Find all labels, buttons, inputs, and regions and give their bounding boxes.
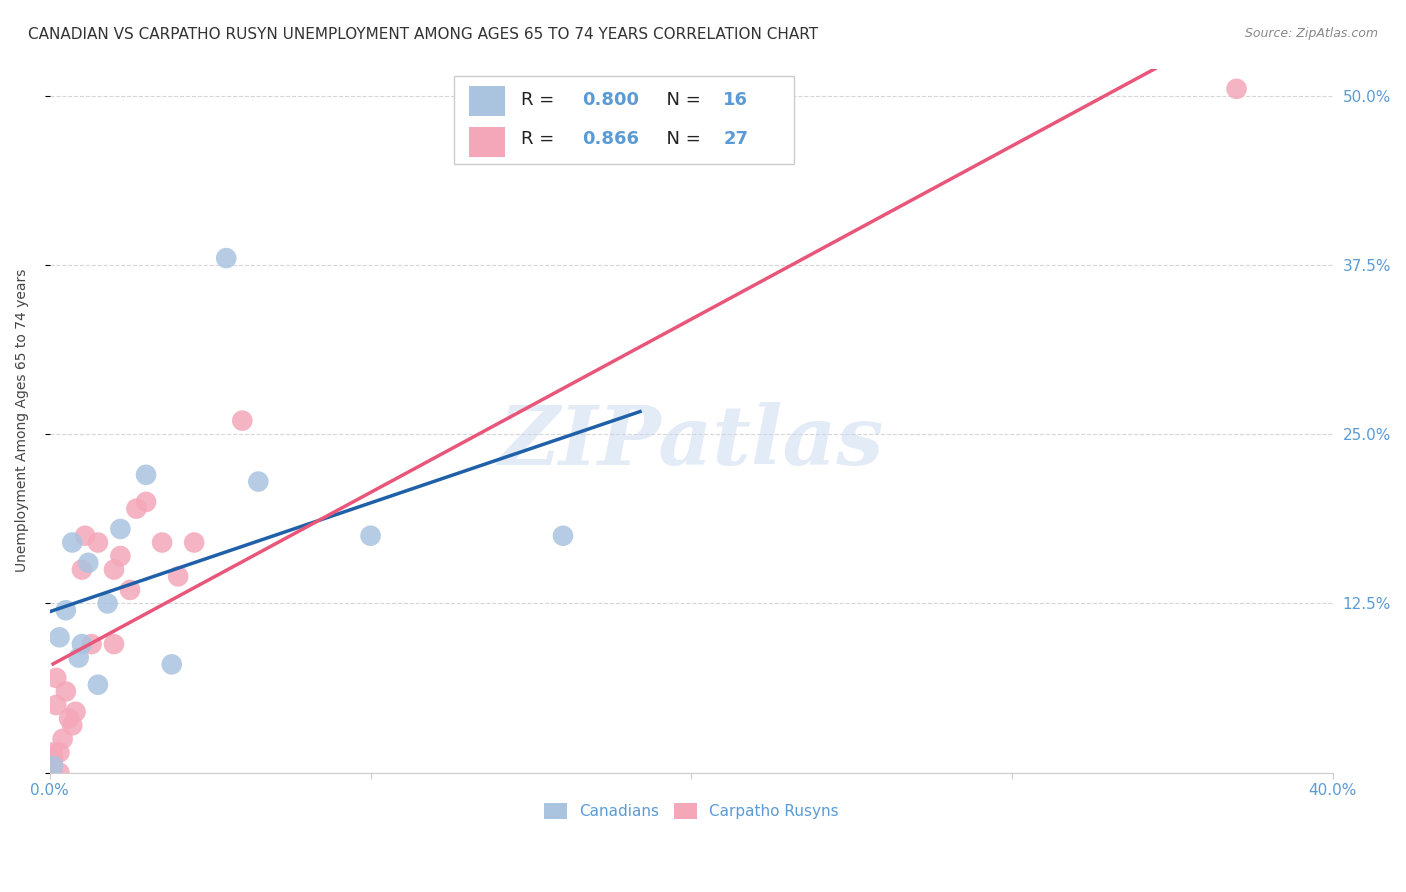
Point — [551, 529, 574, 543]
Point — [60, 718, 83, 732]
Point — [42, 746, 65, 760]
Point — [42, 752, 65, 766]
Point — [60, 535, 83, 549]
Point — [77, 556, 100, 570]
Bar — [470, 127, 505, 157]
Point — [103, 563, 125, 577]
Text: ZIPatlas: ZIPatlas — [499, 401, 884, 482]
Point — [87, 535, 110, 549]
Point — [183, 535, 205, 549]
Point — [125, 501, 148, 516]
Point — [135, 467, 157, 482]
Point — [135, 495, 157, 509]
Text: 27: 27 — [723, 130, 748, 148]
Point — [70, 637, 93, 651]
Point — [52, 731, 75, 746]
Point — [70, 563, 93, 577]
Point — [55, 684, 77, 698]
FancyBboxPatch shape — [454, 76, 794, 163]
Text: R =: R = — [520, 91, 560, 109]
Point — [45, 698, 67, 712]
Legend: Canadians, Carpatho Rusyns: Canadians, Carpatho Rusyns — [537, 797, 845, 825]
Point — [45, 671, 67, 685]
Point — [48, 630, 70, 644]
Text: N =: N = — [655, 91, 707, 109]
Point — [110, 549, 132, 563]
Point — [48, 746, 70, 760]
Point — [215, 251, 238, 265]
Point — [65, 705, 87, 719]
Text: Source: ZipAtlas.com: Source: ZipAtlas.com — [1244, 27, 1378, 40]
Point — [167, 569, 190, 583]
Point — [80, 637, 103, 651]
Text: N =: N = — [655, 130, 707, 148]
Point — [42, 765, 65, 780]
Point — [118, 582, 141, 597]
Point — [103, 637, 125, 651]
Point — [75, 529, 97, 543]
Point — [67, 650, 90, 665]
Y-axis label: Unemployment Among Ages 65 to 74 years: Unemployment Among Ages 65 to 74 years — [15, 269, 30, 573]
Point — [160, 657, 183, 672]
Point — [1225, 82, 1247, 96]
Text: 0.866: 0.866 — [582, 130, 640, 148]
Text: R =: R = — [520, 130, 560, 148]
Text: CANADIAN VS CARPATHO RUSYN UNEMPLOYMENT AMONG AGES 65 TO 74 YEARS CORRELATION CH: CANADIAN VS CARPATHO RUSYN UNEMPLOYMENT … — [28, 27, 818, 42]
Point — [42, 759, 65, 773]
Text: 0.800: 0.800 — [582, 91, 640, 109]
Bar — [470, 87, 505, 116]
Point — [150, 535, 173, 549]
Point — [360, 529, 382, 543]
Point — [48, 765, 70, 780]
Point — [247, 475, 270, 489]
Text: 16: 16 — [723, 91, 748, 109]
Point — [110, 522, 132, 536]
Point — [55, 603, 77, 617]
Point — [58, 712, 80, 726]
Point — [97, 597, 120, 611]
Point — [231, 414, 253, 428]
Point — [87, 678, 110, 692]
